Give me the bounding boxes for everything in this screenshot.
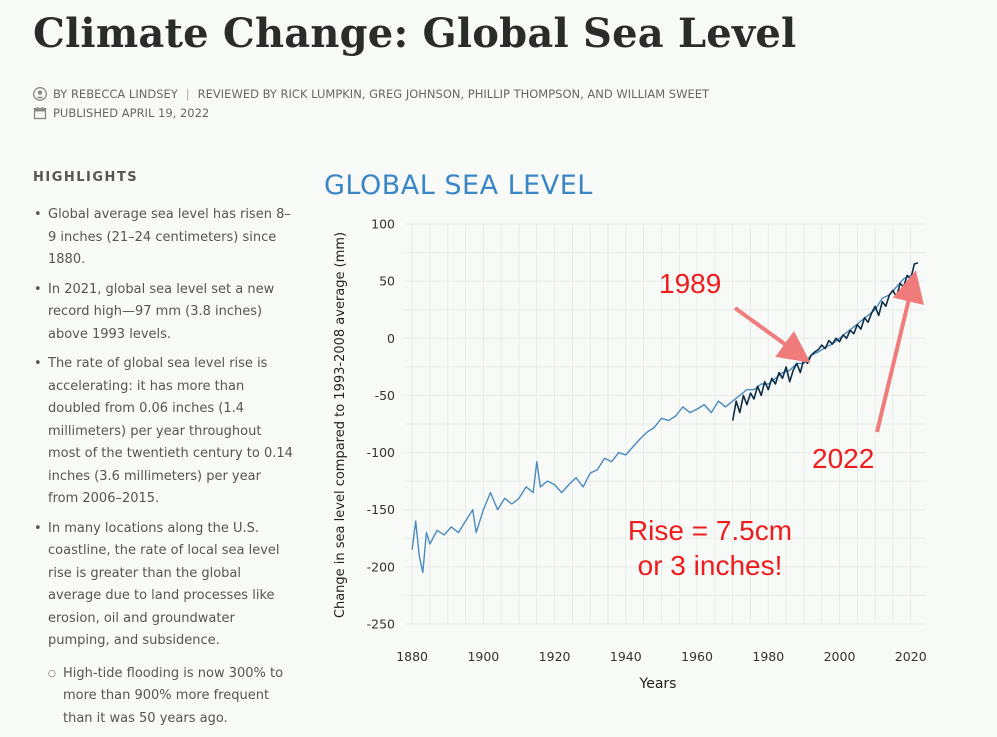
y-tick-label: -200 <box>367 559 395 574</box>
x-tick-label: 1980 <box>752 649 784 664</box>
highlight-item: In 2021, global sea level set a new reco… <box>33 279 295 347</box>
calendar-icon <box>33 107 47 120</box>
annotation-inches: or 3 inches! <box>638 550 783 581</box>
annotation-rise: Rise = 7.5cm <box>628 515 792 546</box>
x-tick-label: 1900 <box>467 649 499 664</box>
series-line-satellite <box>731 262 919 421</box>
arrow-1989 <box>733 306 811 363</box>
y-axis-label: Change in sea level compared to 1993-200… <box>333 232 348 618</box>
divider: | <box>185 87 190 101</box>
annotation-2022: 2022 <box>812 443 874 474</box>
x-axis-label: Years <box>639 676 677 692</box>
y-tick-label: 100 <box>371 217 395 232</box>
arrow-2022 <box>875 270 924 433</box>
x-tick-label: 1940 <box>610 649 642 664</box>
user-circle-icon <box>33 87 47 101</box>
published-date: PUBLISHED APRIL 19, 2022 <box>33 106 209 120</box>
x-tick-label: 1880 <box>396 649 428 664</box>
y-tick-label: -250 <box>367 617 395 632</box>
y-tick-label: 50 <box>379 274 395 289</box>
reviewers-text: REVIEWED BY RICK LUMPKIN, GREG JOHNSON, … <box>197 87 710 101</box>
highlight-item: Global average sea level has risen 8–9 i… <box>33 204 295 272</box>
y-tick-label: -150 <box>367 502 395 517</box>
x-tick-label: 1960 <box>681 649 713 664</box>
y-tick-label: -100 <box>367 445 395 460</box>
chart-title: GLOBAL SEA LEVEL <box>324 170 593 201</box>
x-tick-label: 2020 <box>895 649 927 664</box>
highlight-item-text: In many locations along the U.S. coastli… <box>48 520 280 649</box>
y-tick-label: -50 <box>375 388 395 403</box>
highlights-heading: HIGHLIGHTS <box>33 170 139 185</box>
annotation-1989: 1989 <box>659 268 721 299</box>
byline: BY REBECCA LINDSEY | REVIEWED BY RICK LU… <box>33 87 709 101</box>
x-tick-label: 2000 <box>824 649 856 664</box>
series-line-tide-gauge <box>411 274 912 574</box>
highlights-list: Global average sea level has risen 8–9 i… <box>33 204 295 737</box>
highlight-item: The rate of global sea level rise is acc… <box>33 353 295 511</box>
author-text: BY REBECCA LINDSEY <box>53 87 178 101</box>
sea-level-chart: 1880 1900 1920 1940 1960 1980 2000 2020 100 50 0 -5… <box>333 217 927 693</box>
page-title: Climate Change: Global Sea Level <box>33 10 797 57</box>
published-text: PUBLISHED APRIL 19, 2022 <box>53 106 210 120</box>
y-tick-label: 0 <box>387 331 395 346</box>
x-tick-label: 1920 <box>539 649 571 664</box>
